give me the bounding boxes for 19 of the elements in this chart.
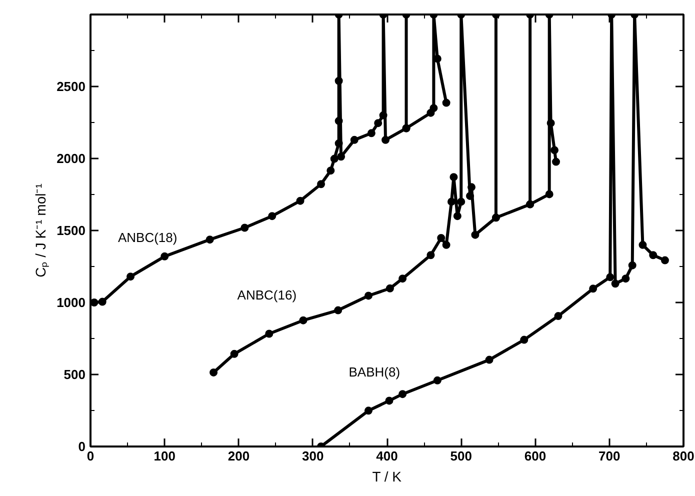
series-label: BABH(8): [348, 364, 400, 380]
y-tick-label: 1000: [56, 295, 86, 310]
x-tick-label: 400: [376, 448, 398, 464]
y-tick-label: 2000: [56, 151, 86, 166]
x-tick-label: 600: [524, 448, 546, 464]
x-tick-label: 100: [154, 448, 176, 464]
x-tick-label: 300: [302, 448, 324, 464]
x-tick-label: 700: [598, 448, 620, 464]
y-tick-label: 500: [64, 367, 86, 382]
series-label: ANBC(16): [237, 287, 297, 302]
x-tick-label: 800: [672, 448, 694, 464]
x-tick-label: 500: [450, 448, 472, 464]
y-tick-label: 2500: [56, 79, 86, 94]
y-axis-title: Cₚ / J K⁻¹ mol⁻¹: [32, 183, 50, 278]
y-tick-label: 0: [78, 439, 86, 454]
x-axis-title: T / K: [372, 468, 402, 484]
y-tick-label: 1500: [56, 223, 86, 238]
legend-label: ANBC(18): [118, 230, 178, 246]
x-tick-label: 200: [228, 448, 250, 464]
